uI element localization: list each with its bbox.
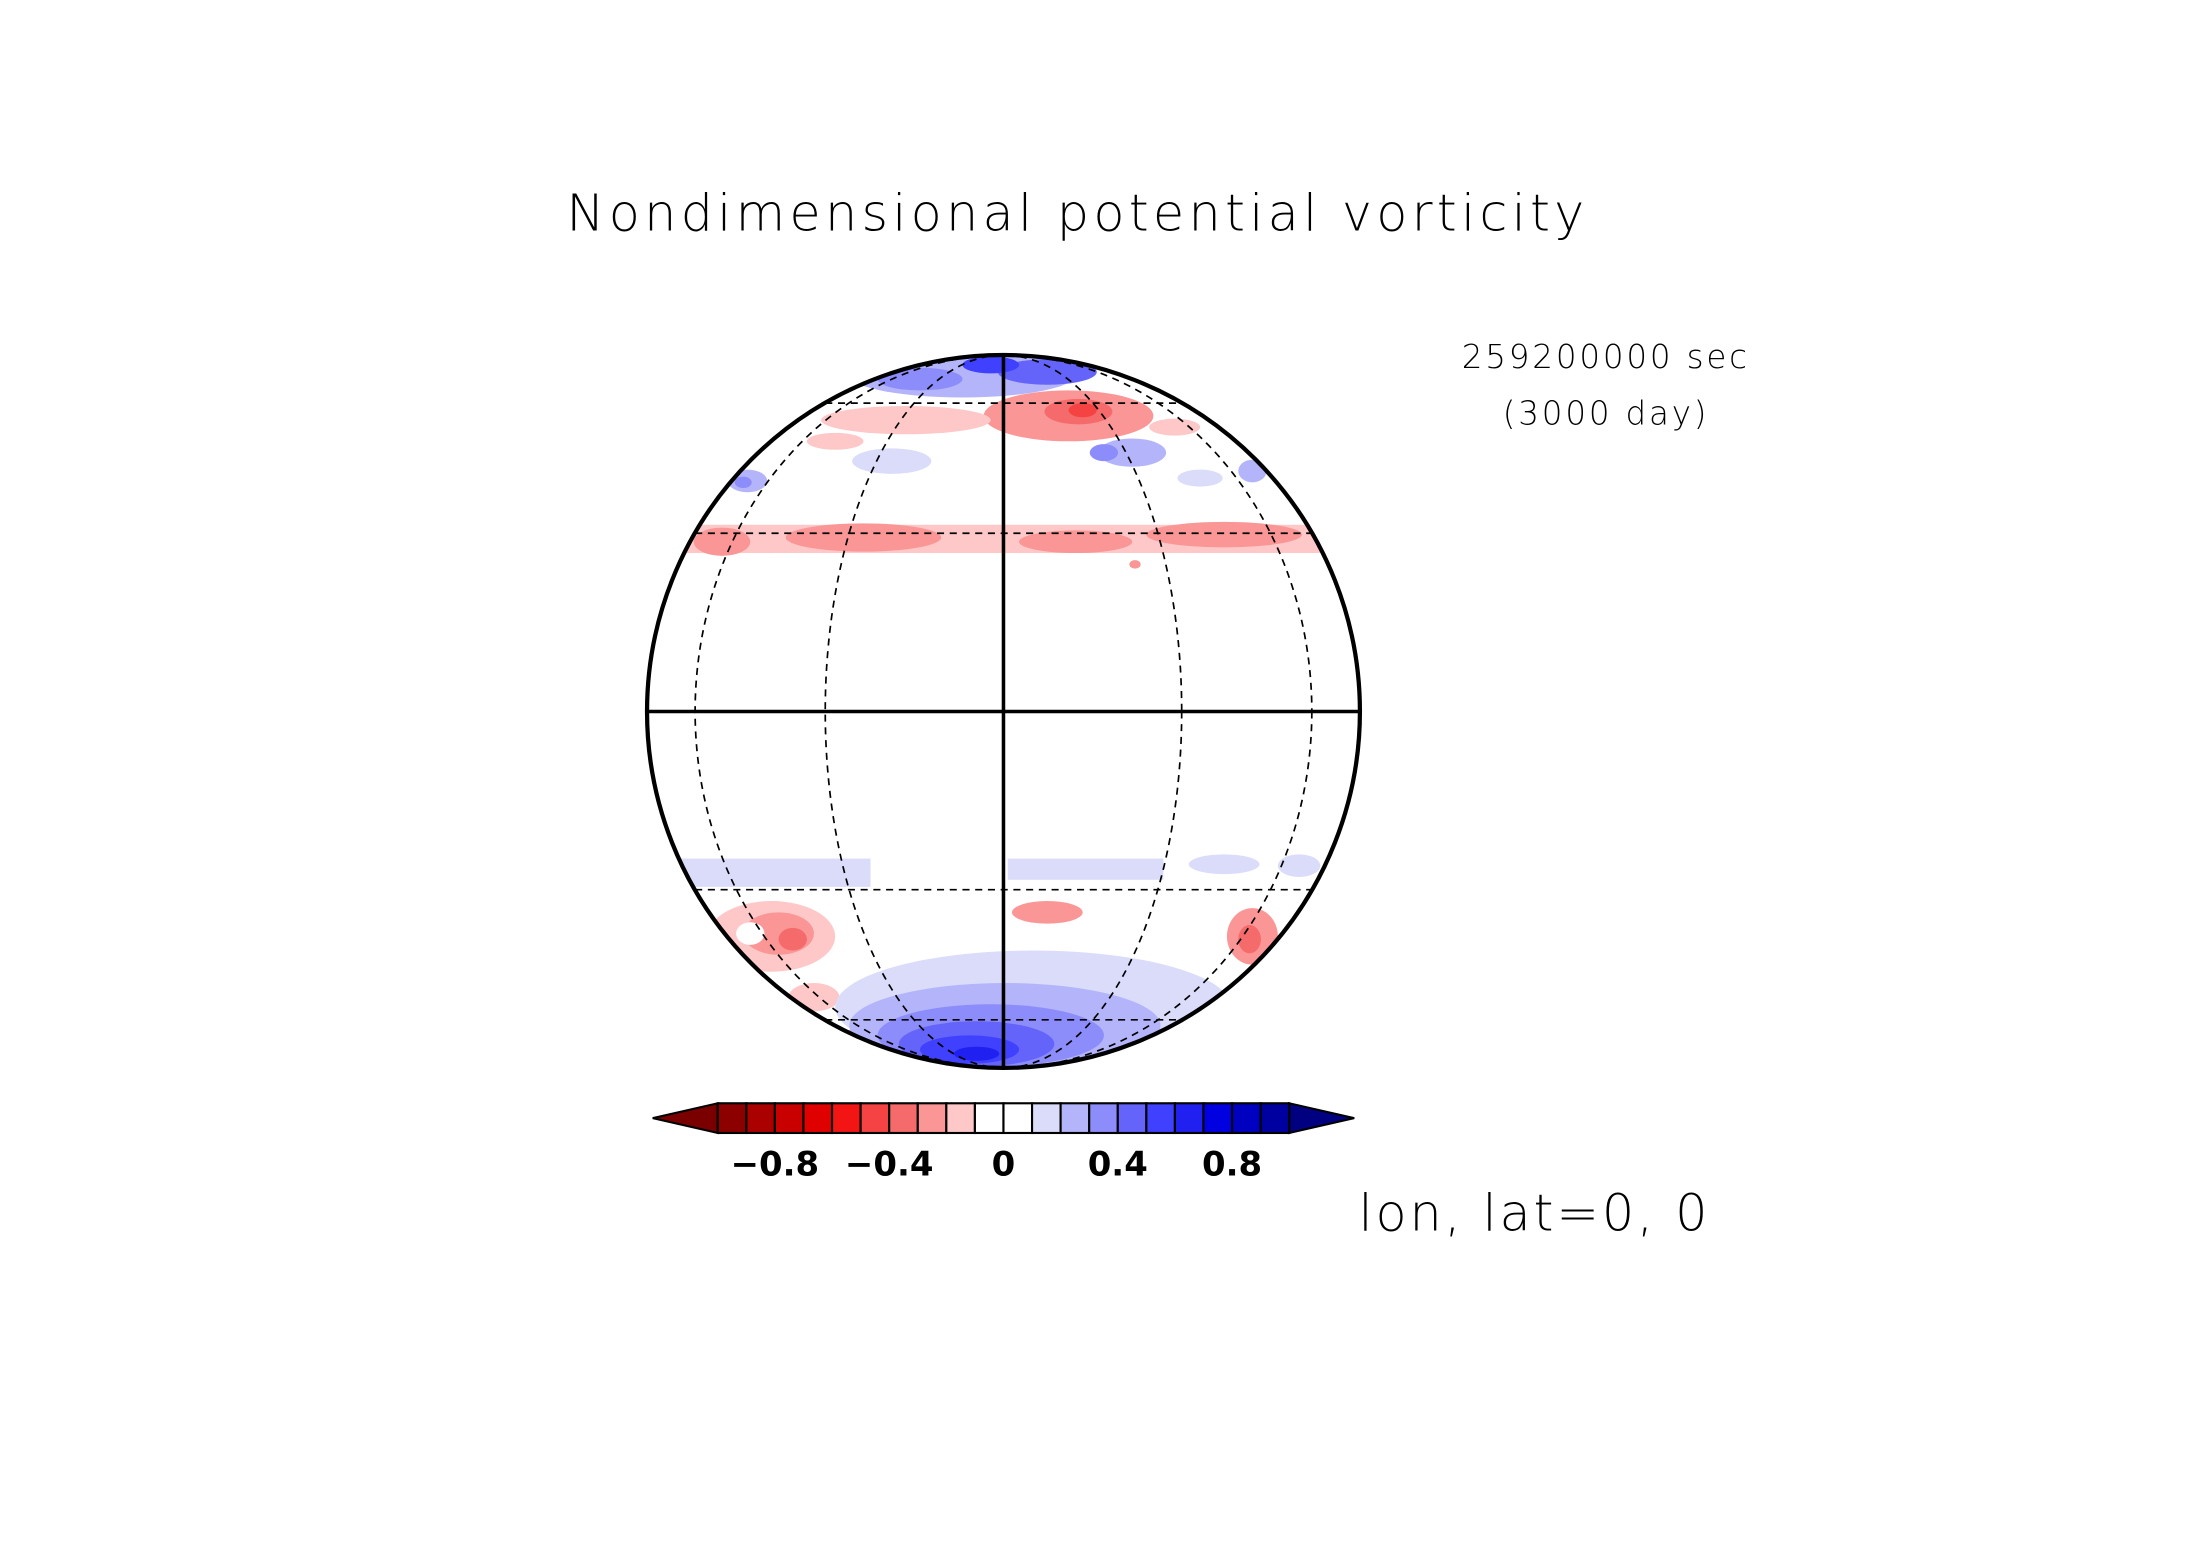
time-seconds-label: 259200000 sec xyxy=(1462,338,1750,376)
colorbar-box xyxy=(716,1102,748,1135)
axes-lines xyxy=(647,355,1360,1068)
colorbar-box xyxy=(945,1102,976,1135)
time-days-label: (3000 day) xyxy=(1503,394,1710,432)
colorbar-box xyxy=(745,1102,776,1135)
colorbar-tick-label: 0 xyxy=(992,1144,1016,1184)
colorbar-box xyxy=(830,1102,862,1135)
globe-outline xyxy=(644,352,1363,1071)
colorbar: −0.8 −0.4 0 0.4 0.8 xyxy=(652,1101,1355,1184)
chart-title: Nondimensional potential vorticity xyxy=(566,185,1588,244)
colorbar-tick-label: 0.4 xyxy=(1088,1144,1148,1184)
colorbar-box xyxy=(859,1102,891,1135)
colorbar-box xyxy=(1002,1102,1034,1135)
colorbar-box xyxy=(802,1102,834,1135)
lat40n-negative-band xyxy=(686,521,1338,569)
colorbar-box xyxy=(973,1102,1005,1135)
colorbar-over-triangle xyxy=(1288,1101,1355,1135)
projection-label: lon, lat=0, 0 xyxy=(1359,1185,1711,1244)
colorbar-box xyxy=(1259,1102,1291,1135)
colorbar-box xyxy=(1059,1102,1091,1135)
colorbar-box xyxy=(1230,1102,1262,1135)
colorbar-tick-label: −0.4 xyxy=(845,1144,934,1184)
colorbar-box xyxy=(1116,1102,1148,1135)
globe-map xyxy=(644,352,1363,1071)
colorbar-box xyxy=(1145,1102,1176,1135)
lat30s-positive-band xyxy=(679,854,1321,887)
colorbar-tick-label: 0.8 xyxy=(1202,1144,1262,1184)
colorbar-box xyxy=(773,1102,805,1135)
colorbar-tick-label: −0.8 xyxy=(731,1144,820,1184)
colorbar-box xyxy=(888,1102,919,1135)
colorbar-box xyxy=(1202,1102,1234,1135)
colorbar-box xyxy=(1088,1102,1119,1135)
colorbar-box xyxy=(1030,1102,1062,1135)
colorbar-box xyxy=(1173,1102,1205,1135)
colorbar-box xyxy=(916,1102,948,1135)
colorbar-under-triangle xyxy=(652,1101,719,1135)
